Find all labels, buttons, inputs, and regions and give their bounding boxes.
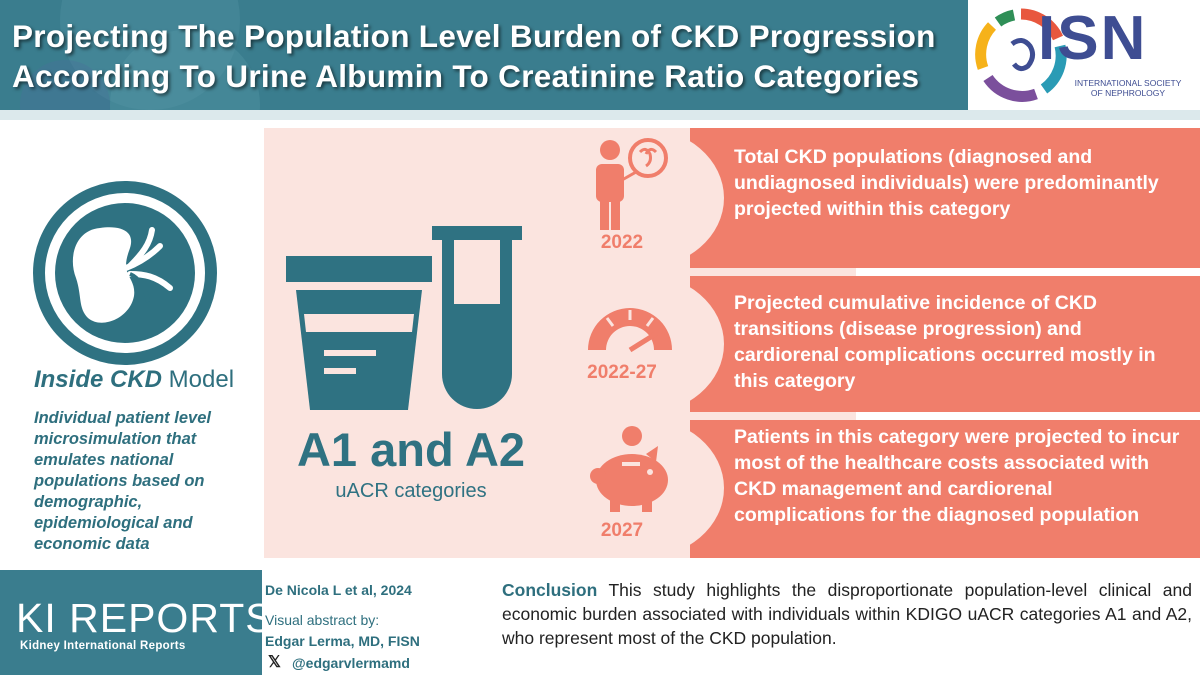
- model-title-italic: Inside CKD: [33, 366, 162, 393]
- test-tube-icon: [432, 226, 522, 409]
- isn-fullname: INTERNATIONAL SOCIETY OF NEPHROLOGY: [1068, 78, 1188, 98]
- header-underline: [0, 110, 1200, 120]
- finding-text: Total CKD populations (diagnosed and und…: [734, 146, 1159, 220]
- kidney-icon: [33, 181, 217, 365]
- model-title: Inside CKD Model: [14, 366, 254, 394]
- page-title: Projecting The Population Level Burden o…: [12, 16, 972, 96]
- isn-logo: ISN INTERNATIONAL SOCIETY OF NEPHROLOGY: [968, 0, 1200, 110]
- conclusion-label: Conclusion: [502, 580, 598, 600]
- isn-abbr: ISN: [1038, 4, 1148, 73]
- finding-band-2027: [690, 420, 1200, 558]
- x-logo-icon: 𝕏: [268, 654, 281, 671]
- conclusion-text: This study highlights the disproportiona…: [502, 580, 1192, 648]
- visual-abstract-label: Visual abstract by:: [265, 612, 380, 628]
- finding-text: Patients in this category were projected…: [734, 426, 1180, 526]
- person-kidney-icon: [596, 138, 668, 230]
- finding-band-2022: [690, 128, 1200, 268]
- author-name: Edgar Lerma, MD, FISN: [265, 633, 420, 649]
- journal-logo: KI REPORTS: [16, 595, 274, 641]
- model-description: Individual patient level microsimulation…: [34, 409, 211, 553]
- urine-cup-icon: [286, 256, 432, 410]
- isn-fullname-line2: OF NEPHROLOGY: [1090, 88, 1166, 98]
- conclusion: Conclusion This study highlights the dis…: [502, 578, 1192, 650]
- isn-fullname-line1: INTERNATIONAL SOCIETY: [1074, 78, 1182, 88]
- citation: De Nicola L et al, 2024: [265, 582, 412, 598]
- journal-subtitle: Kidney International Reports: [20, 640, 186, 652]
- finding-year: 2022-27: [587, 362, 657, 383]
- isn-emblem-icon: [975, 8, 1067, 102]
- social-handle[interactable]: @edgarvlermamd: [292, 655, 410, 671]
- finding-text: Projected cumulative incidence of CKD tr…: [734, 292, 1156, 392]
- model-title-rest: Model: [161, 366, 235, 393]
- category-subhead: uACR categories: [335, 480, 487, 502]
- piggy-bank-icon: [590, 426, 668, 512]
- category-headline: A1 and A2: [296, 423, 526, 476]
- gauge-icon: [588, 308, 672, 353]
- finding-year: 2022: [600, 232, 644, 253]
- finding-year: 2027: [600, 520, 644, 541]
- title-line-2: According To Urine Albumin To Creatinine…: [12, 58, 920, 94]
- header-banner: Projecting The Population Level Burden o…: [0, 0, 1200, 110]
- finding-band-2022-27: [690, 276, 1200, 412]
- journal-logo-panel: [0, 570, 262, 675]
- title-line-1: Projecting The Population Level Burden o…: [12, 18, 936, 54]
